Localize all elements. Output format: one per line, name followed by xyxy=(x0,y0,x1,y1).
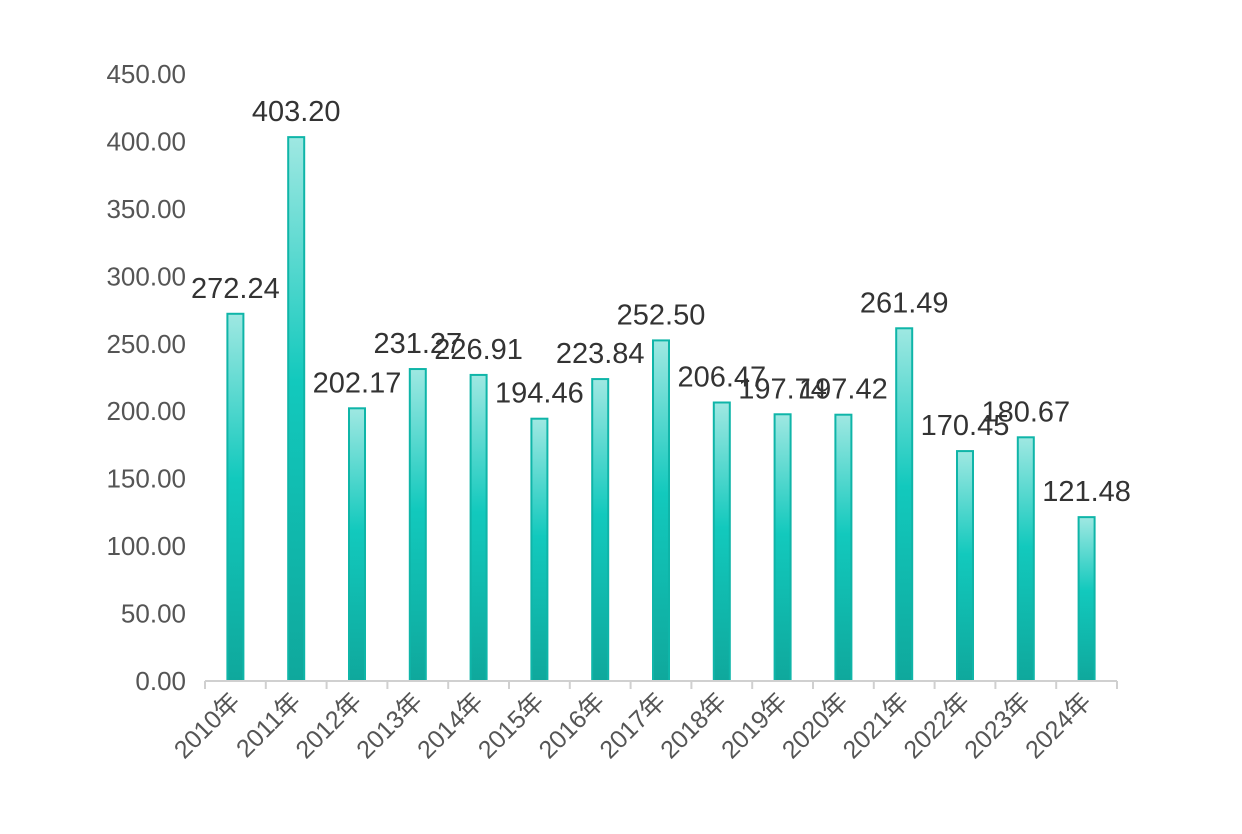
data-label: 197.74 xyxy=(738,373,827,405)
data-label: 226.91 xyxy=(434,334,523,366)
y-tick-label: 0.00 xyxy=(135,666,186,696)
bar-2022年 xyxy=(956,450,974,682)
data-label: 403.20 xyxy=(252,96,341,128)
x-tick-label: 2014年 xyxy=(412,687,489,764)
bar-2012年 xyxy=(348,407,366,682)
x-tick-label: 2017年 xyxy=(594,687,671,764)
y-tick-label: 300.00 xyxy=(106,261,186,291)
x-axis: 2010年2011年2012年2013年2014年2015年2016年2017年… xyxy=(169,680,1118,764)
x-tick-label: 2016年 xyxy=(534,687,611,764)
data-label: 121.48 xyxy=(1042,476,1131,508)
x-tick-label: 2015年 xyxy=(473,687,550,764)
bar-2013年 xyxy=(408,368,427,682)
y-tick-label: 50.00 xyxy=(121,599,186,629)
y-tick-label: 400.00 xyxy=(106,126,186,156)
bar-2017年 xyxy=(652,339,670,682)
x-tick-label: 2021年 xyxy=(838,687,915,764)
data-label: 194.46 xyxy=(495,378,584,410)
bar-2018年 xyxy=(712,401,731,682)
bar-2010年 xyxy=(226,312,245,682)
y-axis: 0.00 50.00 100.00 150.00 200.00 250.00 300.00 3… xyxy=(106,59,186,696)
data-label: 231.27 xyxy=(373,328,462,360)
data-label: 261.49 xyxy=(860,287,949,319)
x-tick-label: 2020年 xyxy=(777,687,854,764)
data-label: 197.42 xyxy=(799,374,888,406)
x-tick-label: 2024年 xyxy=(1020,687,1097,764)
x-tick-label: 2012年 xyxy=(290,687,367,764)
bar-2021年 xyxy=(895,327,914,682)
y-tick-label: 350.00 xyxy=(106,194,186,224)
data-label: 202.17 xyxy=(313,367,402,399)
y-tick-label: 150.00 xyxy=(106,464,186,494)
data-label: 180.67 xyxy=(981,396,1070,428)
bar-2015年 xyxy=(530,417,549,682)
data-label: 252.50 xyxy=(617,299,706,331)
x-tick-label: 2022年 xyxy=(898,687,975,764)
bar-2011年 xyxy=(287,136,306,683)
data-label: 272.24 xyxy=(191,273,280,305)
y-tick-label: 200.00 xyxy=(106,396,186,426)
data-label: 223.84 xyxy=(556,338,645,370)
x-tick-label: 2011年 xyxy=(231,687,306,762)
bar-2019年 xyxy=(773,413,792,682)
x-tick-label: 2019年 xyxy=(716,687,793,764)
data-label: 170.45 xyxy=(921,410,1010,442)
bar-2020年 xyxy=(834,413,853,682)
data-label: 206.47 xyxy=(677,361,766,393)
bars xyxy=(226,136,1096,683)
x-tick-label: 2018年 xyxy=(655,687,732,764)
y-tick-label: 100.00 xyxy=(106,531,186,561)
y-tick-label: 450.00 xyxy=(106,59,186,89)
bar-2023年 xyxy=(1016,436,1035,682)
x-tick-label: 2023年 xyxy=(959,687,1036,764)
bar-2016年 xyxy=(591,378,610,682)
y-tick-label: 250.00 xyxy=(106,329,186,359)
bar-2014年 xyxy=(469,373,488,682)
bar-2024年 xyxy=(1077,516,1096,682)
x-tick-label: 2013年 xyxy=(351,687,428,764)
x-tick-label: 2010年 xyxy=(169,687,246,764)
